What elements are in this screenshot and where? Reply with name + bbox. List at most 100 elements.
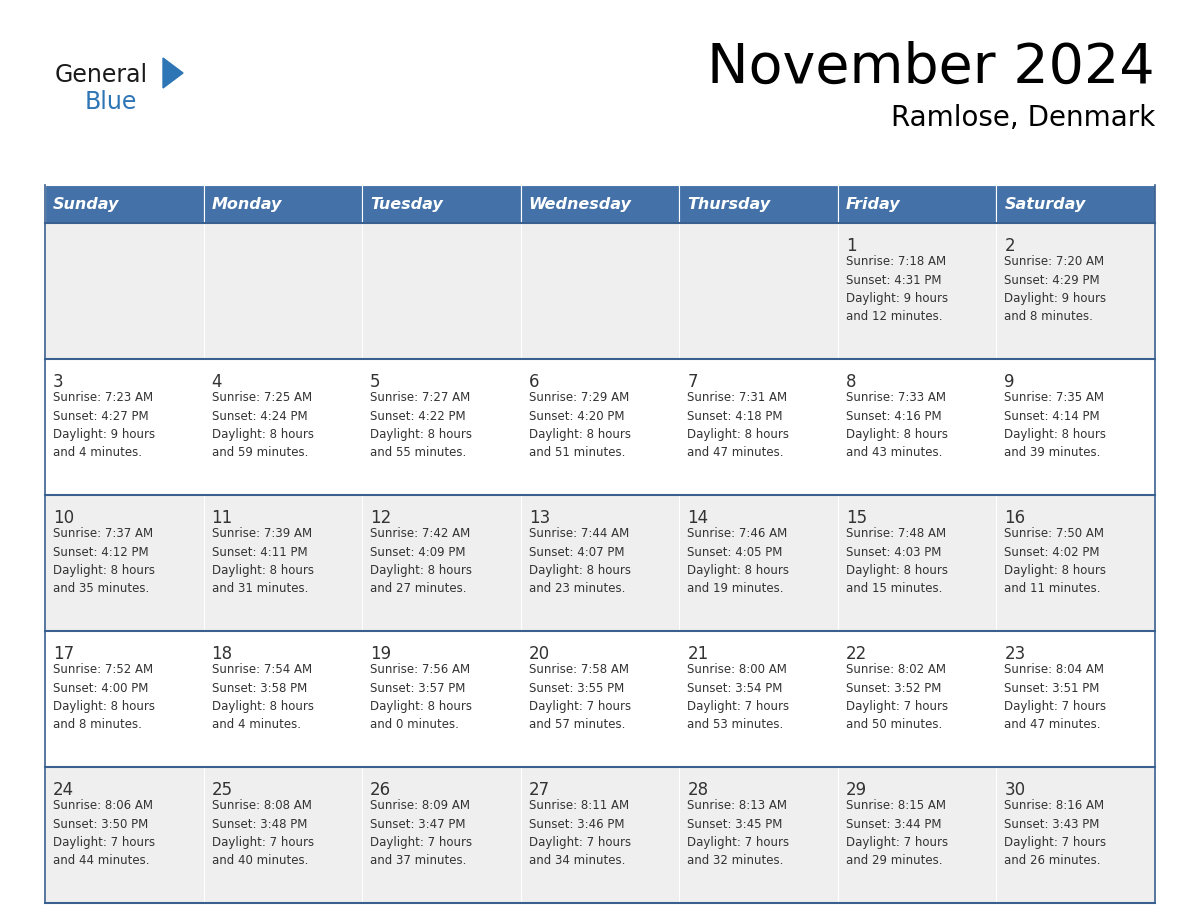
Text: 19: 19: [371, 645, 391, 663]
Bar: [680, 223, 838, 359]
Text: 4: 4: [211, 373, 222, 391]
Text: 8: 8: [846, 373, 857, 391]
Text: Friday: Friday: [846, 196, 901, 211]
Bar: [838, 185, 997, 223]
Text: 23: 23: [1004, 645, 1025, 663]
Bar: [680, 495, 838, 631]
Text: Sunrise: 8:00 AM
Sunset: 3:54 PM
Daylight: 7 hours
and 53 minutes.: Sunrise: 8:00 AM Sunset: 3:54 PM Dayligh…: [688, 663, 789, 732]
Text: Sunrise: 7:42 AM
Sunset: 4:09 PM
Daylight: 8 hours
and 27 minutes.: Sunrise: 7:42 AM Sunset: 4:09 PM Dayligh…: [371, 527, 472, 596]
Text: Blue: Blue: [86, 90, 138, 114]
Bar: [997, 631, 1155, 767]
Text: 11: 11: [211, 509, 233, 527]
Text: Sunrise: 8:08 AM
Sunset: 3:48 PM
Daylight: 7 hours
and 40 minutes.: Sunrise: 8:08 AM Sunset: 3:48 PM Dayligh…: [211, 799, 314, 868]
Text: Sunrise: 7:48 AM
Sunset: 4:03 PM
Daylight: 8 hours
and 15 minutes.: Sunrise: 7:48 AM Sunset: 4:03 PM Dayligh…: [846, 527, 948, 596]
Bar: [520, 767, 680, 903]
Text: General: General: [55, 63, 148, 87]
Text: 1: 1: [846, 237, 857, 255]
Bar: [362, 223, 520, 359]
Text: Sunrise: 7:46 AM
Sunset: 4:05 PM
Daylight: 8 hours
and 19 minutes.: Sunrise: 7:46 AM Sunset: 4:05 PM Dayligh…: [688, 527, 789, 596]
Text: Saturday: Saturday: [1004, 196, 1086, 211]
Bar: [45, 495, 203, 631]
Bar: [520, 631, 680, 767]
Bar: [997, 185, 1155, 223]
Text: November 2024: November 2024: [707, 41, 1155, 95]
Text: 26: 26: [371, 781, 391, 799]
Text: Thursday: Thursday: [688, 196, 770, 211]
Text: 13: 13: [529, 509, 550, 527]
Bar: [838, 495, 997, 631]
Text: Sunrise: 7:56 AM
Sunset: 3:57 PM
Daylight: 8 hours
and 0 minutes.: Sunrise: 7:56 AM Sunset: 3:57 PM Dayligh…: [371, 663, 472, 732]
Text: 7: 7: [688, 373, 697, 391]
Text: Sunrise: 7:58 AM
Sunset: 3:55 PM
Daylight: 7 hours
and 57 minutes.: Sunrise: 7:58 AM Sunset: 3:55 PM Dayligh…: [529, 663, 631, 732]
Bar: [203, 223, 362, 359]
Text: 28: 28: [688, 781, 708, 799]
Bar: [203, 185, 362, 223]
Text: 21: 21: [688, 645, 708, 663]
Text: 14: 14: [688, 509, 708, 527]
Text: Sunrise: 7:31 AM
Sunset: 4:18 PM
Daylight: 8 hours
and 47 minutes.: Sunrise: 7:31 AM Sunset: 4:18 PM Dayligh…: [688, 391, 789, 460]
Text: 20: 20: [529, 645, 550, 663]
Text: Sunrise: 7:35 AM
Sunset: 4:14 PM
Daylight: 8 hours
and 39 minutes.: Sunrise: 7:35 AM Sunset: 4:14 PM Dayligh…: [1004, 391, 1106, 460]
Text: 3: 3: [53, 373, 64, 391]
Text: Sunrise: 8:06 AM
Sunset: 3:50 PM
Daylight: 7 hours
and 44 minutes.: Sunrise: 8:06 AM Sunset: 3:50 PM Dayligh…: [53, 799, 156, 868]
Bar: [203, 359, 362, 495]
Text: 2: 2: [1004, 237, 1015, 255]
Bar: [362, 631, 520, 767]
Text: Sunrise: 8:15 AM
Sunset: 3:44 PM
Daylight: 7 hours
and 29 minutes.: Sunrise: 8:15 AM Sunset: 3:44 PM Dayligh…: [846, 799, 948, 868]
Text: 9: 9: [1004, 373, 1015, 391]
Text: Monday: Monday: [211, 196, 282, 211]
Bar: [520, 495, 680, 631]
Bar: [520, 185, 680, 223]
Bar: [997, 223, 1155, 359]
Bar: [362, 359, 520, 495]
Text: Sunrise: 7:27 AM
Sunset: 4:22 PM
Daylight: 8 hours
and 55 minutes.: Sunrise: 7:27 AM Sunset: 4:22 PM Dayligh…: [371, 391, 472, 460]
Text: 16: 16: [1004, 509, 1025, 527]
Bar: [997, 359, 1155, 495]
Text: 27: 27: [529, 781, 550, 799]
Text: Sunrise: 8:13 AM
Sunset: 3:45 PM
Daylight: 7 hours
and 32 minutes.: Sunrise: 8:13 AM Sunset: 3:45 PM Dayligh…: [688, 799, 789, 868]
Text: Sunrise: 7:39 AM
Sunset: 4:11 PM
Daylight: 8 hours
and 31 minutes.: Sunrise: 7:39 AM Sunset: 4:11 PM Dayligh…: [211, 527, 314, 596]
Bar: [362, 185, 520, 223]
Bar: [680, 631, 838, 767]
Bar: [203, 631, 362, 767]
Text: 15: 15: [846, 509, 867, 527]
Text: Sunday: Sunday: [53, 196, 119, 211]
Bar: [997, 495, 1155, 631]
Text: Sunrise: 7:20 AM
Sunset: 4:29 PM
Daylight: 9 hours
and 8 minutes.: Sunrise: 7:20 AM Sunset: 4:29 PM Dayligh…: [1004, 255, 1106, 323]
Bar: [520, 359, 680, 495]
Text: 18: 18: [211, 645, 233, 663]
Bar: [997, 767, 1155, 903]
Text: 22: 22: [846, 645, 867, 663]
Text: 12: 12: [371, 509, 391, 527]
Text: Sunrise: 8:02 AM
Sunset: 3:52 PM
Daylight: 7 hours
and 50 minutes.: Sunrise: 8:02 AM Sunset: 3:52 PM Dayligh…: [846, 663, 948, 732]
Bar: [680, 767, 838, 903]
Text: 5: 5: [371, 373, 380, 391]
Bar: [45, 767, 203, 903]
Text: Tuesday: Tuesday: [371, 196, 443, 211]
Bar: [838, 223, 997, 359]
Text: 29: 29: [846, 781, 867, 799]
Bar: [45, 185, 203, 223]
Text: 10: 10: [53, 509, 74, 527]
Text: Sunrise: 7:44 AM
Sunset: 4:07 PM
Daylight: 8 hours
and 23 minutes.: Sunrise: 7:44 AM Sunset: 4:07 PM Dayligh…: [529, 527, 631, 596]
Text: 24: 24: [53, 781, 74, 799]
Text: Sunrise: 7:50 AM
Sunset: 4:02 PM
Daylight: 8 hours
and 11 minutes.: Sunrise: 7:50 AM Sunset: 4:02 PM Dayligh…: [1004, 527, 1106, 596]
Text: 25: 25: [211, 781, 233, 799]
Bar: [45, 631, 203, 767]
Text: Wednesday: Wednesday: [529, 196, 632, 211]
Text: Sunrise: 7:18 AM
Sunset: 4:31 PM
Daylight: 9 hours
and 12 minutes.: Sunrise: 7:18 AM Sunset: 4:31 PM Dayligh…: [846, 255, 948, 323]
Bar: [680, 359, 838, 495]
Text: Sunrise: 7:54 AM
Sunset: 3:58 PM
Daylight: 8 hours
and 4 minutes.: Sunrise: 7:54 AM Sunset: 3:58 PM Dayligh…: [211, 663, 314, 732]
Text: Sunrise: 8:16 AM
Sunset: 3:43 PM
Daylight: 7 hours
and 26 minutes.: Sunrise: 8:16 AM Sunset: 3:43 PM Dayligh…: [1004, 799, 1106, 868]
Text: 17: 17: [53, 645, 74, 663]
Bar: [362, 495, 520, 631]
Text: 30: 30: [1004, 781, 1025, 799]
Text: Sunrise: 7:25 AM
Sunset: 4:24 PM
Daylight: 8 hours
and 59 minutes.: Sunrise: 7:25 AM Sunset: 4:24 PM Dayligh…: [211, 391, 314, 460]
Text: Sunrise: 7:33 AM
Sunset: 4:16 PM
Daylight: 8 hours
and 43 minutes.: Sunrise: 7:33 AM Sunset: 4:16 PM Dayligh…: [846, 391, 948, 460]
Text: Sunrise: 8:11 AM
Sunset: 3:46 PM
Daylight: 7 hours
and 34 minutes.: Sunrise: 8:11 AM Sunset: 3:46 PM Dayligh…: [529, 799, 631, 868]
Bar: [45, 223, 203, 359]
Bar: [520, 223, 680, 359]
Polygon shape: [163, 58, 183, 88]
Text: Ramlose, Denmark: Ramlose, Denmark: [891, 104, 1155, 132]
Bar: [362, 767, 520, 903]
